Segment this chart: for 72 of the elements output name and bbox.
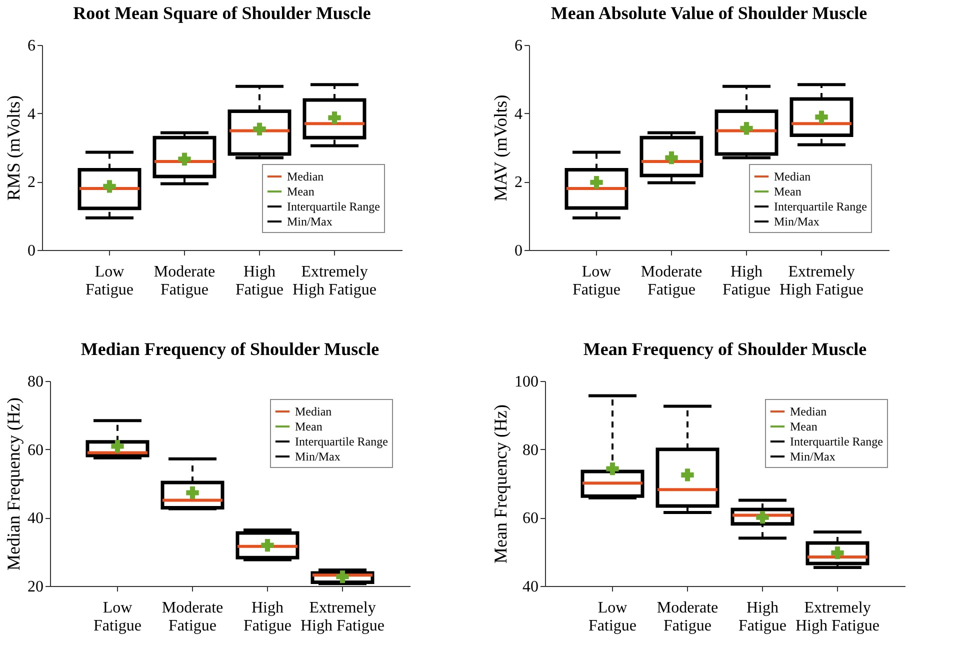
point [178, 152, 191, 166]
annotation: Min/Max [774, 214, 820, 228]
y-tick-label: 0 [514, 242, 522, 260]
y-axis-title: Mean Frequency (Hz) [490, 404, 510, 564]
annotation: Median [774, 170, 811, 184]
y-tick-label: 0 [28, 242, 36, 260]
annotation: Min/Max [295, 450, 340, 464]
chart-title: Median Frequency of Shoulder Muscle [80, 339, 380, 359]
y-tick-label: 40 [28, 510, 44, 528]
point [756, 511, 769, 524]
y-tick-label: 20 [28, 578, 44, 596]
point [815, 110, 828, 124]
point [111, 440, 124, 453]
annotation: Median [287, 170, 324, 184]
point [328, 111, 341, 124]
point [261, 539, 274, 552]
y-tick-label: 60 [28, 442, 44, 459]
x-tick-label: High Fatigue [244, 600, 292, 634]
legend-label: Mean [774, 184, 802, 198]
y-tick-label: 6 [514, 38, 522, 54]
point [665, 151, 678, 164]
y-axis-title: RMS (mVolts) [4, 95, 24, 201]
x-tick-label: Moderate Fatigue [656, 600, 718, 634]
x-tick-label: Moderate Fatigue [154, 264, 216, 298]
x-tick-label: High Fatigue [738, 600, 786, 634]
x-tick-label: Low Fatigue [588, 600, 636, 634]
y-tick-label: 60 [522, 510, 538, 528]
annotation: Median [295, 404, 332, 418]
y-tick-label: 4 [514, 106, 522, 123]
y-tick-label: 6 [28, 38, 36, 54]
x-tick-label: Extremely High Fatigue [300, 600, 384, 634]
x-tick-label: High Fatigue [722, 264, 770, 298]
legend-label: Interquartile Range [295, 434, 388, 448]
point [606, 462, 619, 476]
point [740, 122, 753, 135]
y-tick-label: 40 [522, 578, 538, 596]
point [103, 180, 116, 193]
x-tick-label: Low Fatigue [86, 264, 134, 298]
x-tick-label: Moderate Fatigue [162, 600, 224, 634]
x-tick-label: High Fatigue [236, 264, 284, 298]
legend-label: Mean [295, 420, 322, 434]
y-tick-label: 80 [522, 442, 538, 459]
chart-title: Root Mean Square of Shoulder Muscle [73, 3, 371, 23]
annotation: Min/Max [287, 214, 332, 228]
legend-label: Mean [287, 184, 314, 198]
y-tick-label: 80 [28, 374, 44, 390]
point [590, 176, 603, 189]
point [186, 486, 199, 500]
point [336, 570, 349, 584]
legend-label: Interquartile Range [774, 200, 867, 214]
y-axis-title: Median Frequency (Hz) [4, 398, 24, 570]
y-tick-label: 2 [28, 174, 36, 192]
x-tick-label: Extremely High Fatigue [292, 264, 376, 298]
chart-title: Mean Absolute Value of Shoulder Muscle [550, 3, 868, 23]
x-tick-label: Low Fatigue [572, 264, 620, 298]
chart-title: Mean Frequency of Shoulder Muscle [583, 339, 867, 359]
x-tick-label: Extremely High Fatigue [796, 600, 880, 634]
legend-label: Interquartile Range [287, 200, 380, 214]
point [681, 468, 694, 482]
legend-label: Mean [790, 420, 818, 434]
point [253, 122, 266, 136]
x-tick-label: Extremely High Fatigue [780, 264, 864, 298]
x-tick-label: Low Fatigue [94, 600, 142, 634]
y-tick-label: 2 [514, 174, 522, 192]
y-axis-title: MAV (mVolts) [490, 94, 510, 202]
x-tick-label: Moderate Fatigue [640, 264, 702, 298]
y-tick-label: 100 [514, 374, 538, 390]
annotation: Min/Max [790, 450, 836, 464]
legend-label: Interquartile Range [790, 434, 883, 448]
point [831, 546, 844, 560]
annotation: Median [790, 404, 827, 418]
y-tick-label: 4 [28, 106, 36, 123]
